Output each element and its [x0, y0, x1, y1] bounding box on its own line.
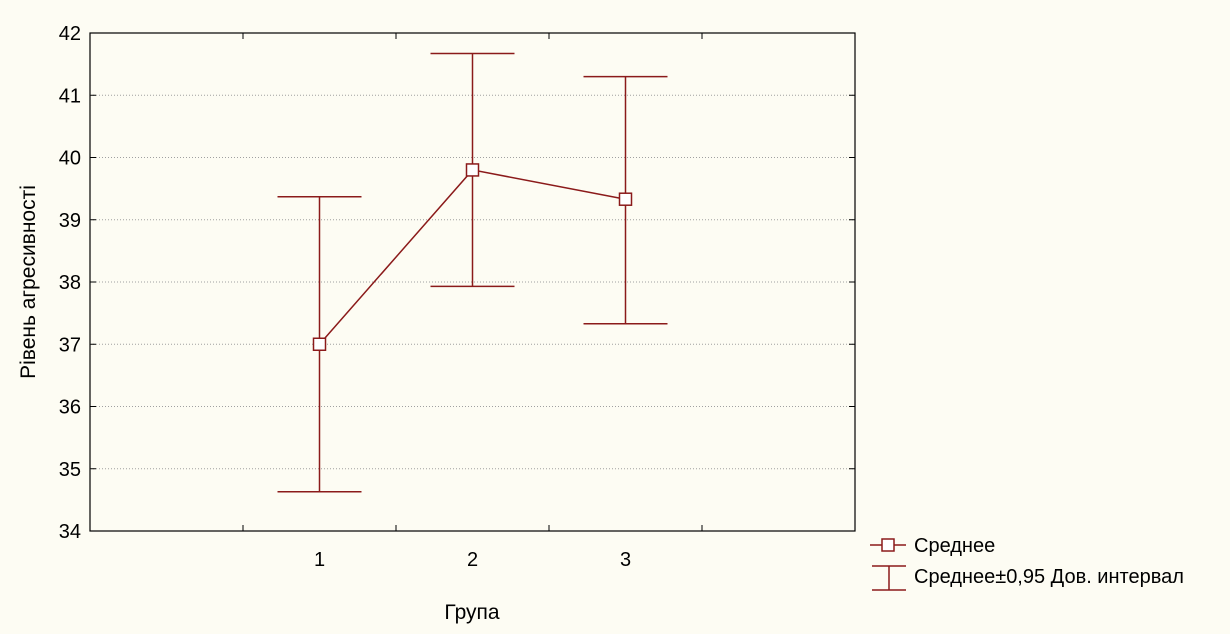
- y-tick-label: 40: [59, 148, 81, 170]
- mean-marker: [465, 163, 480, 177]
- x-tick-label: 1: [314, 549, 325, 571]
- mean-marker: [312, 337, 327, 351]
- legend: Среднее Среднее±0,95 Дов. интервал: [870, 535, 1184, 591]
- mean-marker: [618, 192, 633, 206]
- x-axis-label: Група: [444, 601, 500, 624]
- legend-mean-marker: [881, 538, 895, 552]
- y-tick-label: 38: [59, 272, 81, 294]
- y-tick-label: 41: [59, 85, 81, 107]
- legend-mean-label: Среднее: [914, 535, 995, 557]
- y-axis-label: Рівень агресивності: [17, 185, 40, 379]
- legend-ci-label: Среднее±0,95 Дов. интервал: [914, 566, 1184, 588]
- x-axis-ticks: 1 2 3: [242, 33, 856, 571]
- y-tick-label: 34: [59, 521, 81, 543]
- y-tick-label: 36: [59, 397, 81, 419]
- series-layer: [277, 52, 668, 493]
- y-tick-label: 42: [59, 23, 81, 45]
- y-tick-label: 37: [59, 334, 81, 356]
- x-tick-label: 3: [620, 549, 631, 571]
- x-tick-label: 2: [467, 549, 478, 571]
- y-axis-ticks: 34 35 36 37 38 39 40 41 42: [59, 23, 855, 543]
- y-tick-label: 35: [59, 459, 81, 481]
- y-tick-label: 39: [59, 210, 81, 232]
